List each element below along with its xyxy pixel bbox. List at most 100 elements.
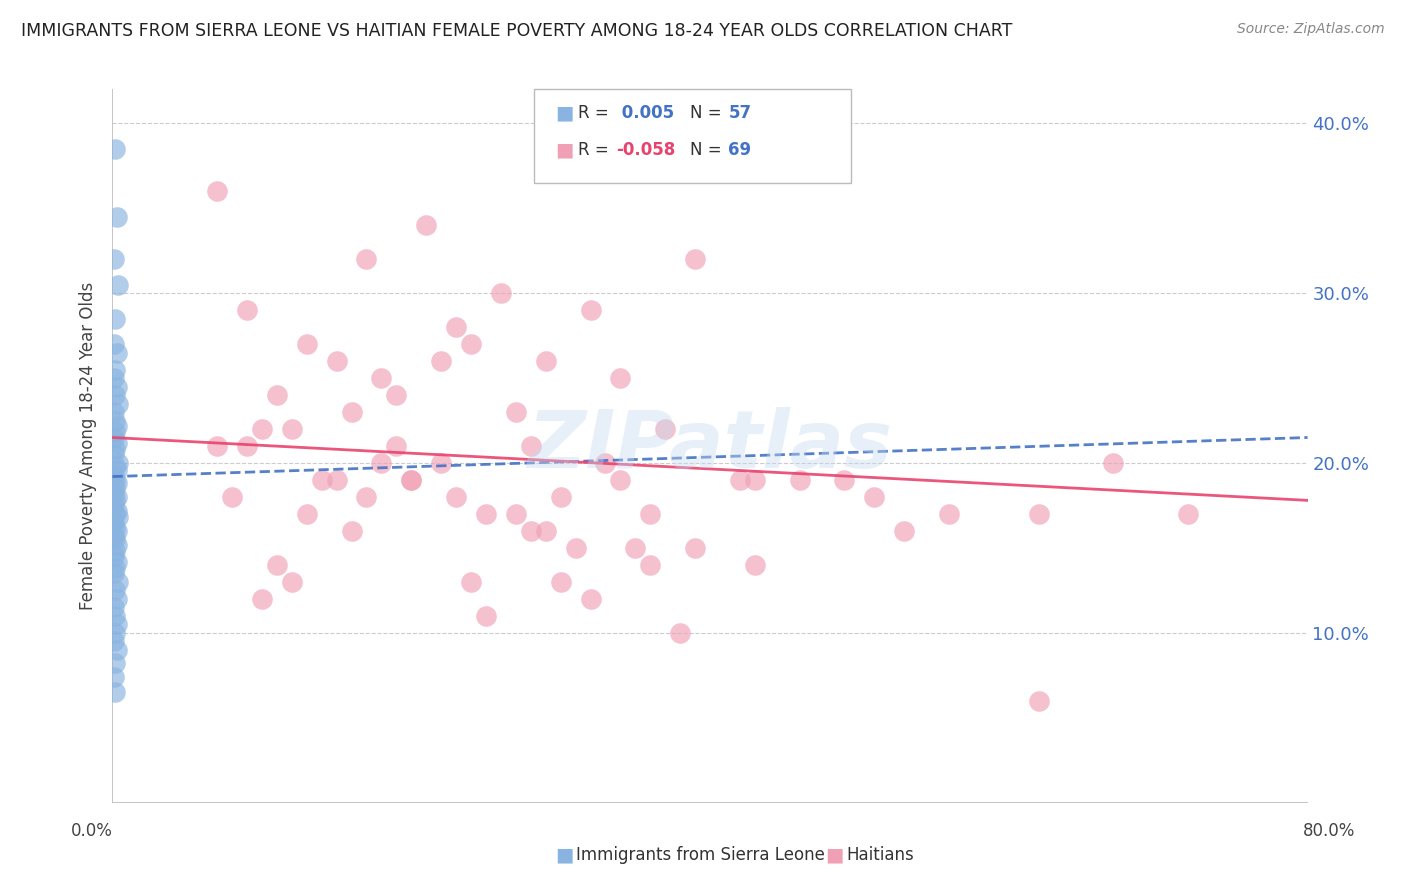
Point xyxy=(340,405,363,419)
Point xyxy=(107,456,129,470)
Point xyxy=(401,473,423,487)
Point xyxy=(505,507,527,521)
Point xyxy=(640,558,662,572)
Point xyxy=(1028,694,1050,708)
Point xyxy=(105,555,128,569)
Point xyxy=(444,320,467,334)
Point xyxy=(609,473,631,487)
Point xyxy=(266,558,288,572)
Point xyxy=(385,388,408,402)
Point xyxy=(104,608,127,623)
Point xyxy=(236,439,259,453)
Point xyxy=(669,626,692,640)
Point xyxy=(744,473,766,487)
Text: ■: ■ xyxy=(555,140,574,160)
Point xyxy=(104,493,127,508)
Point xyxy=(107,396,129,410)
Point xyxy=(103,467,125,482)
Point xyxy=(683,252,706,266)
Point xyxy=(266,388,288,402)
Point xyxy=(104,362,127,376)
Point xyxy=(281,574,304,589)
Point xyxy=(385,439,408,453)
Point xyxy=(370,456,392,470)
Point xyxy=(103,670,125,684)
Point xyxy=(295,337,318,351)
Point xyxy=(107,574,129,589)
Point xyxy=(105,537,128,551)
Point xyxy=(281,422,304,436)
Point xyxy=(105,591,128,606)
Point xyxy=(250,591,273,606)
Point xyxy=(105,476,128,491)
Point xyxy=(1028,507,1050,521)
Text: 0.005: 0.005 xyxy=(616,104,673,122)
Text: Source: ZipAtlas.com: Source: ZipAtlas.com xyxy=(1237,22,1385,37)
Point xyxy=(105,435,128,450)
Point xyxy=(520,439,543,453)
Point xyxy=(103,634,125,648)
Point xyxy=(104,626,127,640)
Point xyxy=(103,486,125,500)
Point xyxy=(205,439,228,453)
Text: 69: 69 xyxy=(728,141,751,159)
Point xyxy=(103,448,125,462)
Point xyxy=(104,425,127,440)
Point xyxy=(430,456,453,470)
Point xyxy=(415,218,437,232)
Point xyxy=(105,490,128,504)
Point xyxy=(938,507,960,521)
Point xyxy=(105,418,128,433)
Point xyxy=(104,311,127,326)
Point xyxy=(1102,456,1125,470)
Point xyxy=(103,499,125,513)
Point xyxy=(104,544,127,558)
Point xyxy=(105,379,128,393)
Point xyxy=(104,413,127,427)
Point xyxy=(654,422,676,436)
Point xyxy=(489,286,512,301)
Point xyxy=(104,533,127,547)
Point xyxy=(107,510,129,524)
Point xyxy=(401,473,423,487)
Text: 80.0%: 80.0% xyxy=(1302,822,1355,840)
Point xyxy=(295,507,318,521)
Point xyxy=(595,456,617,470)
Point xyxy=(789,473,811,487)
Point xyxy=(728,473,751,487)
Text: -0.058: -0.058 xyxy=(616,141,675,159)
Text: ZIPatlas: ZIPatlas xyxy=(527,407,893,485)
Point xyxy=(460,574,482,589)
Point xyxy=(104,685,127,699)
Text: R =: R = xyxy=(578,141,614,159)
Point xyxy=(104,473,127,487)
Point xyxy=(356,252,378,266)
Text: IMMIGRANTS FROM SIERRA LEONE VS HAITIAN FEMALE POVERTY AMONG 18-24 YEAR OLDS COR: IMMIGRANTS FROM SIERRA LEONE VS HAITIAN … xyxy=(21,22,1012,40)
Point xyxy=(103,600,125,615)
Point xyxy=(579,591,602,606)
Point xyxy=(340,524,363,538)
Point xyxy=(744,558,766,572)
Text: Haitians: Haitians xyxy=(846,846,914,863)
Point xyxy=(103,549,125,564)
Point xyxy=(104,459,127,474)
Point xyxy=(103,405,125,419)
Point xyxy=(104,583,127,598)
Point xyxy=(505,405,527,419)
Point xyxy=(104,657,127,671)
Point xyxy=(103,566,125,581)
Point xyxy=(863,490,886,504)
Text: ■: ■ xyxy=(825,845,844,864)
Point xyxy=(1177,507,1199,521)
Point xyxy=(104,142,127,156)
Point xyxy=(104,520,127,534)
Point xyxy=(609,371,631,385)
Point xyxy=(105,210,128,224)
Point xyxy=(103,529,125,543)
Point xyxy=(534,354,557,368)
Point xyxy=(105,503,128,517)
Point xyxy=(107,277,129,292)
Point xyxy=(893,524,915,538)
Point xyxy=(640,507,662,521)
Text: Immigrants from Sierra Leone: Immigrants from Sierra Leone xyxy=(576,846,825,863)
